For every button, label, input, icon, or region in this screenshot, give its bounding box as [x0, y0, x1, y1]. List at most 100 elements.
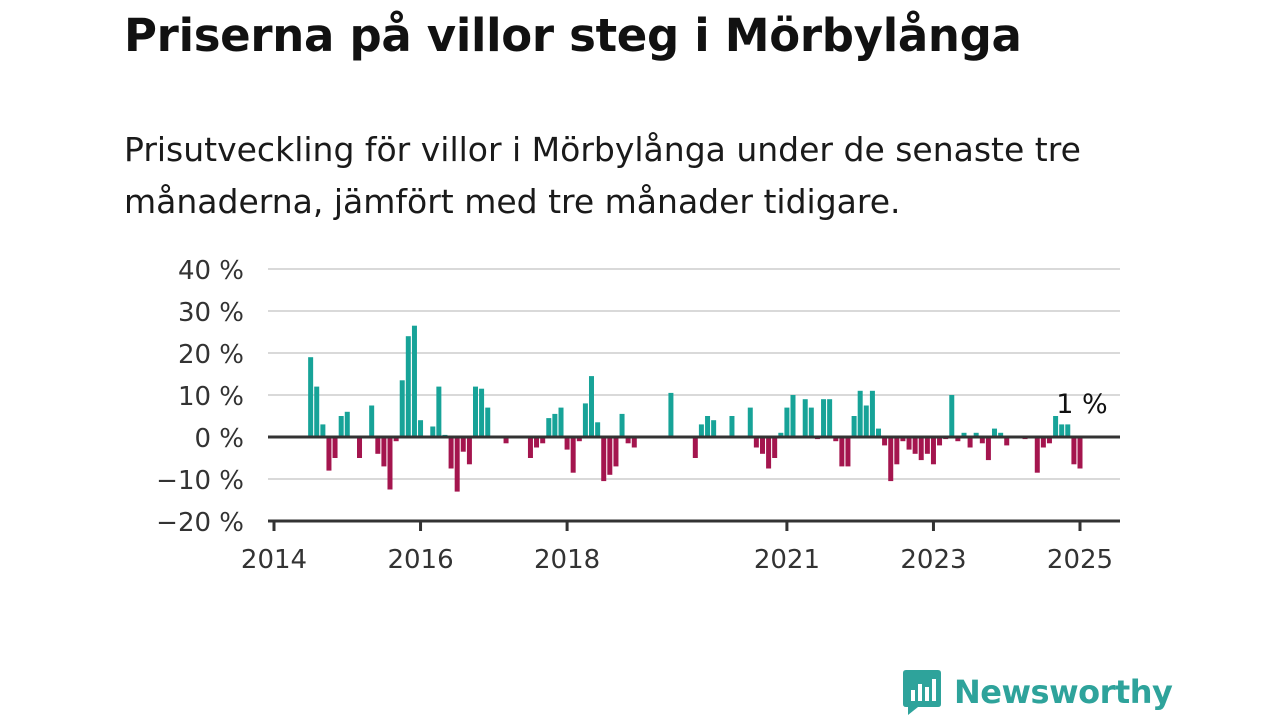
bar	[973, 432, 979, 437]
bar	[906, 437, 912, 450]
bar	[985, 437, 991, 461]
bar	[564, 437, 570, 450]
bar	[772, 437, 778, 458]
bar	[760, 437, 766, 454]
x-axis-tick-labels: 2014 2016 2018 2021 2023 2025	[241, 545, 1113, 575]
bar	[857, 390, 863, 437]
bar	[827, 399, 833, 437]
x-tick-label: 2016	[387, 545, 453, 575]
y-tick-label: 40 %	[178, 256, 244, 286]
bar	[393, 437, 399, 442]
bar	[839, 437, 845, 467]
bar	[375, 437, 381, 454]
bar	[436, 386, 442, 437]
bar	[845, 437, 851, 467]
bar	[326, 437, 332, 471]
bar	[729, 416, 735, 437]
bar	[479, 388, 485, 437]
brand-name: Newsworthy	[954, 673, 1173, 711]
bars	[308, 325, 1083, 492]
bar	[595, 422, 601, 437]
bar	[448, 437, 454, 469]
bar	[1004, 437, 1010, 446]
y-tick-label: 10 %	[178, 382, 244, 412]
bar	[1065, 424, 1071, 437]
x-tick-label: 2018	[534, 545, 600, 575]
bar	[460, 437, 466, 452]
bar	[711, 420, 717, 437]
bar	[924, 437, 930, 454]
bar	[546, 418, 552, 437]
bar	[527, 437, 533, 458]
bar	[411, 325, 417, 437]
bar	[430, 426, 436, 437]
bar	[912, 437, 918, 454]
annotations: 1 %	[1056, 389, 1107, 420]
bar	[405, 336, 411, 437]
bar	[387, 437, 393, 490]
newsworthy-logo: Newsworthy	[902, 668, 1173, 716]
bar	[821, 399, 827, 437]
bar	[1077, 437, 1083, 469]
bar	[869, 390, 875, 437]
bar	[790, 395, 796, 437]
bar	[454, 437, 460, 492]
bar	[613, 437, 619, 467]
bar	[998, 432, 1004, 437]
bar	[863, 405, 869, 437]
bar	[888, 437, 894, 482]
bar	[576, 437, 582, 442]
bar	[485, 407, 491, 437]
bar	[473, 386, 478, 437]
bar	[619, 413, 625, 437]
bar	[979, 437, 985, 444]
bar	[991, 428, 997, 437]
bar	[802, 399, 808, 437]
y-tick-label: −20 %	[156, 508, 244, 538]
y-tick-label: 20 %	[178, 340, 244, 370]
bar	[900, 437, 906, 442]
bar	[961, 432, 967, 437]
bar	[876, 428, 881, 437]
chart-title: Priserna på villor steg i Mörbylånga	[124, 9, 1022, 62]
bar	[833, 437, 839, 442]
bar	[766, 437, 772, 469]
bar	[582, 403, 588, 437]
bar	[418, 420, 424, 437]
bar	[534, 437, 540, 448]
bar	[851, 416, 857, 437]
bar	[955, 437, 961, 442]
bar	[552, 413, 558, 437]
bar	[1053, 416, 1059, 437]
axes	[268, 435, 1120, 531]
bar	[705, 416, 711, 437]
bar	[778, 432, 784, 437]
bar	[338, 416, 344, 437]
bar	[332, 437, 338, 458]
bar	[894, 437, 900, 465]
bar	[399, 380, 405, 437]
bar	[344, 411, 350, 437]
bar	[692, 437, 698, 458]
bar	[668, 392, 674, 437]
bar	[601, 437, 607, 482]
bar	[747, 407, 753, 437]
chart-subtitle: Prisutveckling för villor i Mörbylånga u…	[124, 130, 1081, 221]
y-tick-label: 30 %	[178, 298, 244, 328]
bar	[967, 437, 973, 448]
bar	[540, 437, 546, 444]
bar	[1034, 437, 1040, 473]
bar	[625, 437, 631, 444]
bar	[918, 437, 924, 461]
x-tick-label: 2021	[754, 545, 820, 575]
bar	[607, 437, 613, 475]
bar	[753, 437, 759, 448]
x-tick-label: 2025	[1047, 545, 1113, 575]
y-tick-label: −10 %	[156, 466, 244, 496]
x-tick-label: 2014	[241, 545, 307, 575]
bar	[937, 437, 943, 446]
bar	[698, 424, 704, 437]
bar	[1071, 437, 1077, 465]
bar	[949, 395, 955, 437]
bar	[808, 407, 814, 437]
